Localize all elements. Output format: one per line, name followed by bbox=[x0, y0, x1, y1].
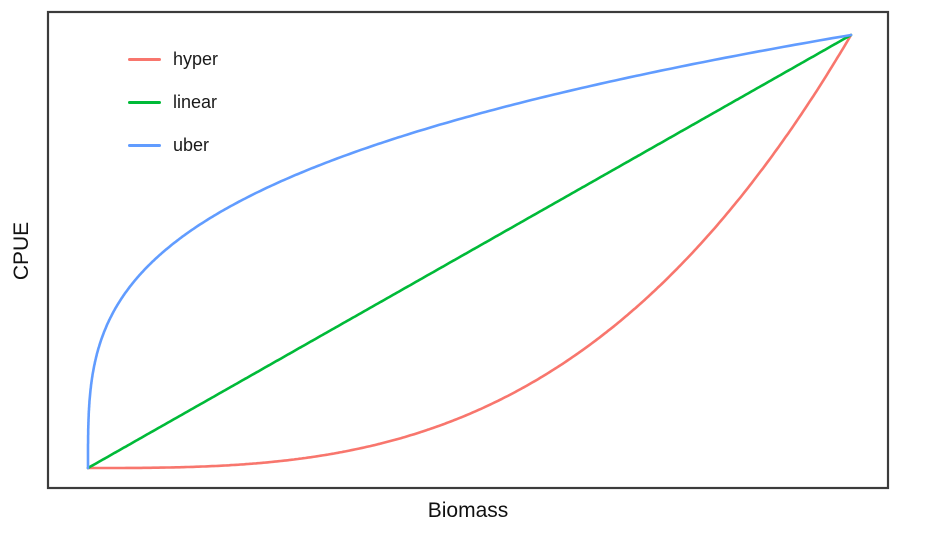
x-axis-label: Biomass bbox=[427, 499, 509, 522]
plot-border bbox=[46, 10, 890, 490]
legend-label-hyper: hyper bbox=[173, 49, 219, 69]
legend-item-uber: uber bbox=[128, 136, 218, 154]
y-axis-label: CPUE bbox=[10, 221, 33, 281]
legend: hyper linear uber bbox=[128, 50, 218, 179]
legend-line-swatch-linear bbox=[128, 100, 161, 104]
curve-linear bbox=[86, 33, 853, 470]
legend-label-linear: linear bbox=[173, 92, 218, 112]
curve-hyper bbox=[86, 33, 853, 470]
curves bbox=[86, 33, 853, 470]
curve-uber bbox=[86, 33, 853, 470]
legend-item-hyper: hyper bbox=[128, 50, 218, 68]
legend-item-linear: linear bbox=[128, 93, 218, 111]
legend-line-swatch-uber bbox=[128, 143, 161, 147]
legend-label-uber: uber bbox=[173, 135, 210, 155]
legend-line-swatch-hyper bbox=[128, 57, 161, 61]
